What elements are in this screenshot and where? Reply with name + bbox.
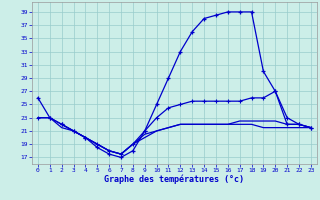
X-axis label: Graphe des températures (°c): Graphe des températures (°c)	[104, 175, 244, 184]
